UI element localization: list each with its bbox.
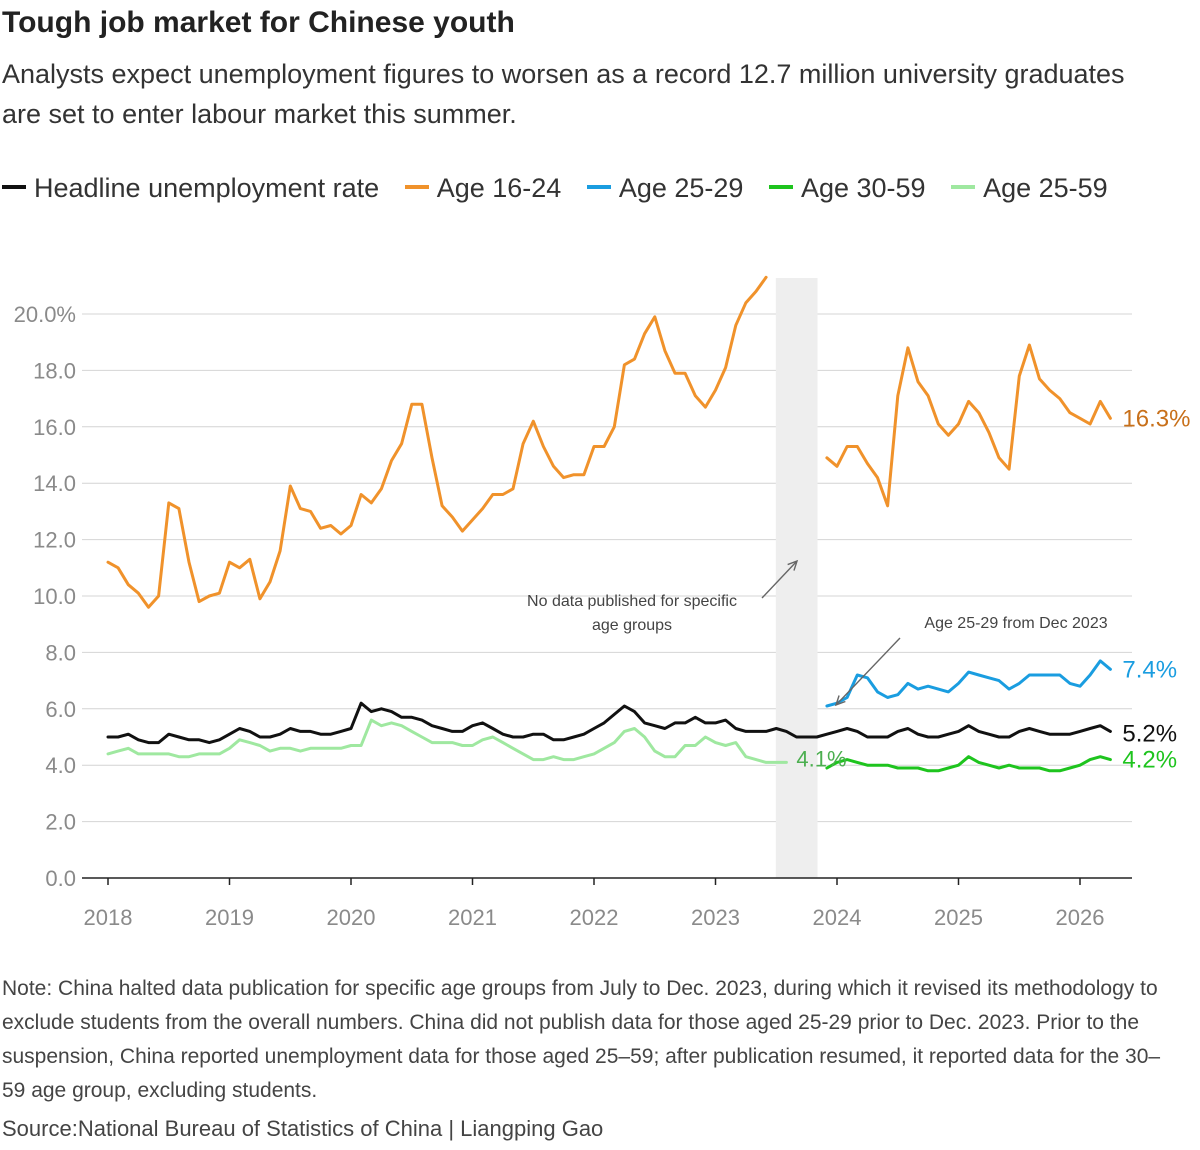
y-tick-label: 16.0: [33, 415, 76, 440]
chart-title: Tough job market for Chinese youth: [2, 6, 515, 39]
axis-layer: 0.0 2.0 4.0 6.0 8.0 10.0 12.0 14.0 16.0 18.0 20.0%…: [14, 302, 1132, 930]
end-label-headline-unemployment-rate: 5.2%: [1122, 720, 1177, 747]
annotation-arrow-age-25-29-head: [834, 695, 846, 707]
end-label-age-30-59: 4.2%: [1122, 747, 1177, 774]
end-label-age-16-24: 16.3%: [1122, 405, 1190, 432]
x-tick-label: 2022: [570, 905, 619, 930]
series-layer: [106, 275, 1112, 773]
y-tick-label: 2.0: [45, 810, 76, 835]
y-tick-label: 0.0: [45, 866, 76, 891]
annotation-no-data: No data published for specific: [527, 593, 737, 610]
series-line-age-16-24-0: [106, 275, 768, 609]
footnote: Note: China halted data publication for …: [2, 977, 1161, 1102]
y-tick-label: 12.0: [33, 528, 76, 553]
legend-swatch-headline: [2, 184, 26, 189]
y-tick-label: 14.0: [33, 471, 76, 496]
legend-swatch-age-16-24: [404, 184, 429, 189]
end-label-age-25-59: 4.1%: [796, 746, 846, 771]
no-data-band: [775, 278, 818, 878]
end-label-age-25-29: 7.4%: [1122, 656, 1177, 683]
legend-item-age-16-24: Age 16-24: [404, 173, 562, 203]
legend-swatch-age-30-59: [768, 184, 793, 189]
annotation-arrow-age-25-29: [835, 637, 901, 706]
annotation-layer: No data published for specific age group…: [527, 559, 1108, 707]
legend-label-age-25-29: Age 25-29: [618, 173, 744, 203]
x-tick-label: 2021: [448, 905, 497, 930]
legend-item-age-25-59: Age 25-59: [951, 173, 1108, 203]
series-line-headline-unemployment-rate-0: [106, 701, 1112, 745]
x-tick-label: 2019: [205, 905, 254, 930]
series-line-age-16-24-1: [825, 343, 1112, 508]
source-credit: Source:National Bureau of Statistics of …: [2, 1116, 604, 1141]
legend-swatch-age-25-29: [586, 184, 611, 189]
legend-label-age-16-24: Age 16-24: [436, 173, 562, 203]
series-line-age-25-59-0: [106, 718, 788, 764]
x-tick-label: 2018: [84, 905, 133, 930]
x-tick-label: 2026: [1056, 905, 1105, 930]
gap-band-layer: [775, 278, 818, 878]
chart-subtitle: Analysts expect unemployment figures to …: [2, 59, 1125, 129]
legend-item-age-25-29: Age 25-29: [586, 173, 744, 203]
annotation-no-data-line2: age groups: [592, 617, 672, 634]
y-tick-label: 10.0: [33, 584, 76, 609]
annotation-age-25-29: Age 25-29 from Dec 2023: [924, 615, 1107, 632]
end-label-layer: 16.3% 7.4% 5.2%4.2% 4.1%: [796, 405, 1190, 773]
x-tick-label: 2020: [327, 905, 376, 930]
y-tick-label: 20.0%: [14, 302, 76, 327]
y-tick-label: 6.0: [45, 697, 76, 722]
annotation-arrow-no-data-head: [787, 559, 799, 571]
x-tick-label: 2023: [691, 905, 740, 930]
annotation-arrow-no-data: [761, 560, 798, 599]
legend-label-headline: Headline unemployment rate: [34, 173, 380, 203]
y-tick-label: 18.0: [33, 358, 76, 383]
legend-label-age-30-59: Age 30-59: [800, 173, 926, 203]
y-tick-label: 4.0: [45, 753, 76, 778]
legend-item-headline: Headline unemployment rate: [2, 173, 379, 203]
chart-legend: Headline unemployment rate Age 16-24 Age…: [2, 162, 1172, 214]
x-tick-label: 2025: [934, 905, 983, 930]
legend-item-age-30-59: Age 30-59: [768, 173, 926, 203]
series-line-age-25-29-0: [825, 659, 1112, 708]
legend-label-age-25-59: Age 25-59: [983, 173, 1108, 203]
line-chart: 0.0 2.0 4.0 6.0 8.0 10.0 12.0 14.0 16.0 18.0 20.0%…: [14, 275, 1190, 930]
x-tick-label: 2024: [813, 905, 862, 930]
legend-swatch-age-25-59: [951, 184, 976, 189]
series-line-age-30-59-0: [825, 755, 1112, 773]
y-tick-label: 8.0: [45, 640, 76, 665]
